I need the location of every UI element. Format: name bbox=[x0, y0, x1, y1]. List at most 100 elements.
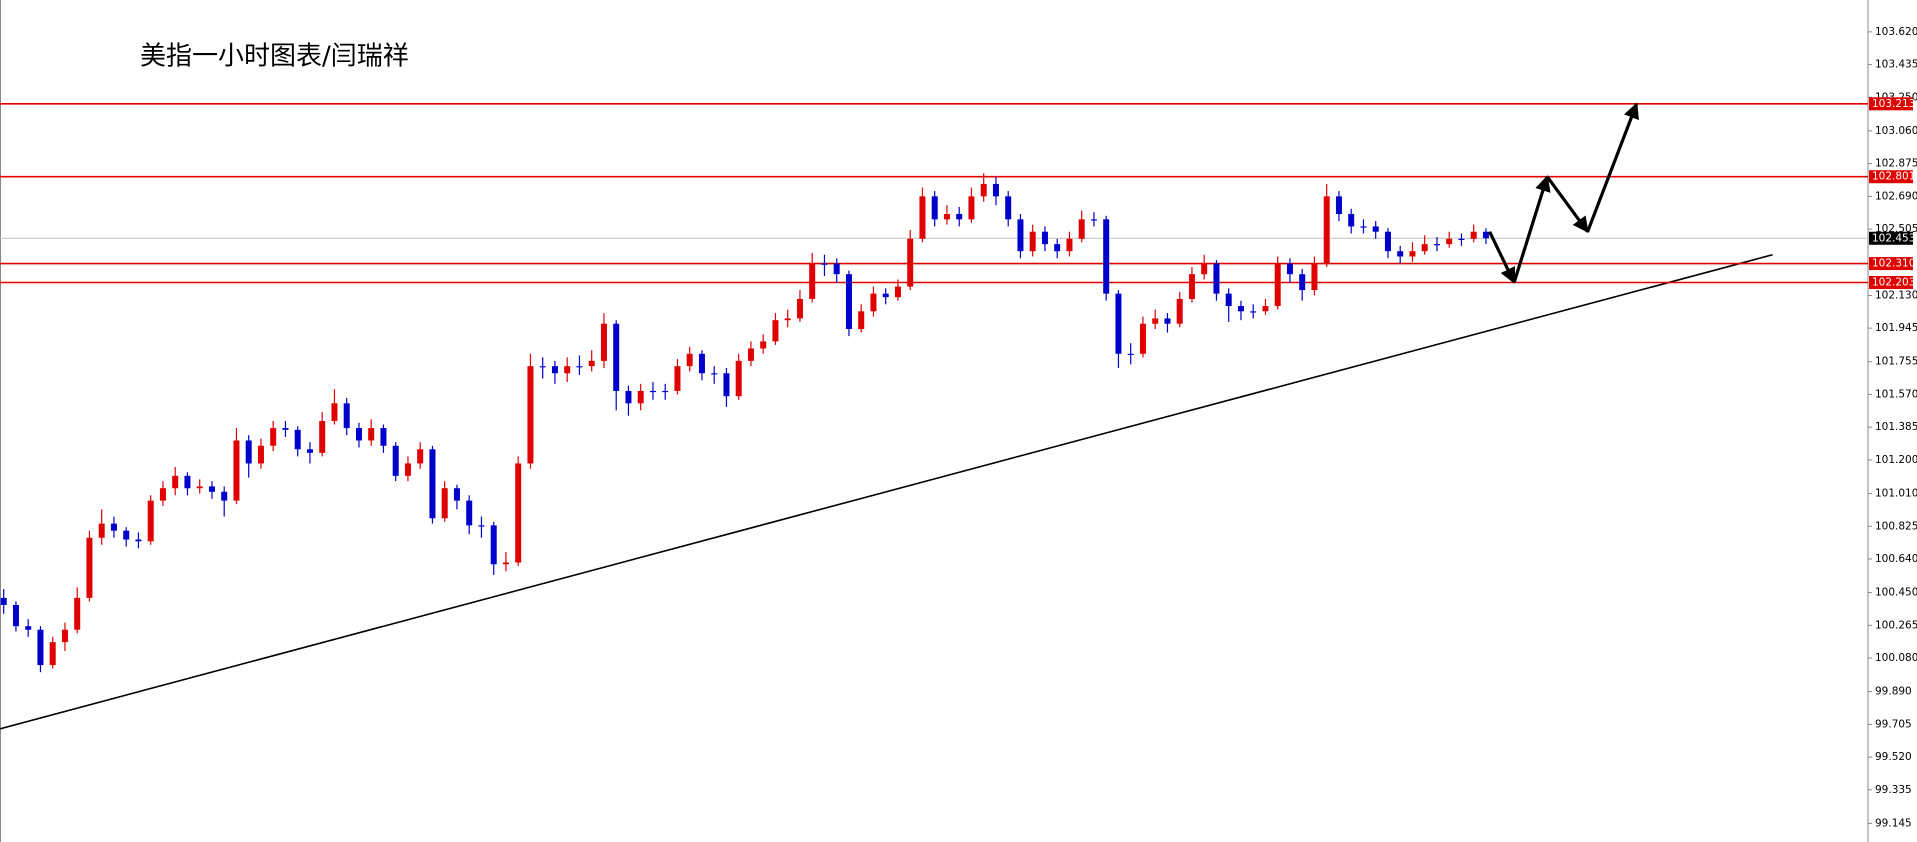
candle-body bbox=[282, 428, 289, 430]
projection-arrow bbox=[1545, 175, 1589, 234]
candle-body bbox=[12, 604, 19, 627]
candle-body bbox=[1188, 274, 1195, 299]
y-tick-label: 99.335 bbox=[1875, 784, 1912, 796]
candle-body bbox=[257, 445, 264, 464]
candle-body bbox=[1458, 238, 1465, 241]
candle-body bbox=[858, 311, 865, 330]
candle-body bbox=[1090, 219, 1097, 221]
candle-body bbox=[833, 263, 840, 275]
candle-body bbox=[1176, 298, 1183, 324]
candle-body bbox=[1041, 231, 1048, 245]
candle-body bbox=[159, 488, 166, 501]
candle-body bbox=[894, 286, 901, 298]
price-label-box bbox=[1869, 97, 1913, 111]
price-label-box bbox=[1869, 170, 1913, 184]
candle-body bbox=[1433, 244, 1440, 246]
candle-body bbox=[564, 366, 571, 374]
candle-body bbox=[686, 353, 693, 367]
candle-body bbox=[98, 523, 105, 538]
y-tick-label: 99.890 bbox=[1875, 686, 1912, 698]
candle-body bbox=[870, 293, 877, 312]
candle-body bbox=[1311, 263, 1318, 291]
candle-body bbox=[319, 421, 326, 453]
chart-title: 美指一小时图表/闫瑞祥 bbox=[140, 42, 409, 72]
y-tick-label: 99.520 bbox=[1875, 751, 1912, 763]
candle-body bbox=[809, 263, 816, 299]
candle-body bbox=[637, 390, 644, 404]
candle-body bbox=[1250, 311, 1257, 313]
candle-body bbox=[37, 629, 44, 666]
candle-body bbox=[1201, 263, 1208, 275]
candle-body bbox=[931, 196, 938, 220]
projection-arrow bbox=[1488, 231, 1516, 284]
candle-body bbox=[380, 428, 387, 446]
trendline bbox=[0, 253, 1773, 730]
candle-body bbox=[270, 428, 277, 446]
candle-body bbox=[502, 562, 509, 565]
y-tick-label: 101.570 bbox=[1875, 388, 1917, 400]
candle-body bbox=[1360, 226, 1367, 228]
candle-body bbox=[992, 183, 999, 197]
candle-body bbox=[1005, 196, 1012, 220]
candle-body bbox=[429, 449, 436, 519]
projection-arrow bbox=[1586, 102, 1639, 233]
candle-body bbox=[1078, 219, 1085, 239]
candle-body bbox=[674, 366, 681, 391]
candle-body bbox=[25, 626, 32, 630]
candle-body bbox=[355, 428, 362, 441]
candle-body bbox=[1262, 306, 1269, 312]
candle-body bbox=[172, 475, 179, 489]
candle-body bbox=[0, 597, 7, 605]
candle-body bbox=[1115, 293, 1122, 354]
candle-body bbox=[956, 214, 963, 220]
candle-body bbox=[417, 449, 424, 464]
y-tick-label: 101.200 bbox=[1875, 454, 1917, 466]
candle-body bbox=[1397, 251, 1404, 257]
candle-body bbox=[1127, 353, 1134, 355]
y-tick-label: 100.450 bbox=[1875, 587, 1917, 599]
candle-body bbox=[233, 440, 240, 501]
candle-body bbox=[649, 390, 656, 393]
candle-body bbox=[796, 298, 803, 319]
price-label: 102.310 bbox=[1872, 258, 1915, 270]
candle-body bbox=[1237, 306, 1244, 312]
candle-body bbox=[980, 183, 987, 197]
candle-body bbox=[245, 440, 252, 464]
price-label: 102.203 bbox=[1872, 276, 1915, 288]
y-tick-label: 102.875 bbox=[1875, 158, 1917, 170]
candle-body bbox=[1421, 244, 1428, 252]
y-tick-label: 100.080 bbox=[1875, 652, 1917, 664]
candle-body bbox=[613, 323, 620, 391]
y-tick-label: 102.690 bbox=[1875, 190, 1917, 202]
candle-body bbox=[662, 390, 669, 393]
y-tick-label: 103.060 bbox=[1875, 125, 1917, 137]
candle-body bbox=[515, 463, 522, 563]
candle-body bbox=[760, 341, 767, 349]
candle-body bbox=[539, 366, 546, 368]
price-label-box bbox=[1869, 275, 1913, 289]
candle-body bbox=[919, 196, 926, 239]
candle-body bbox=[723, 373, 730, 397]
candle-body bbox=[1348, 214, 1355, 227]
candle-body bbox=[625, 390, 632, 404]
y-tick-label: 103.435 bbox=[1875, 59, 1917, 71]
candle-body bbox=[1482, 231, 1489, 239]
y-tick-label: 101.945 bbox=[1875, 322, 1917, 334]
candle-body bbox=[404, 463, 411, 476]
candle-body bbox=[221, 491, 228, 501]
candle-body bbox=[1017, 219, 1024, 252]
price-label-box bbox=[1869, 257, 1913, 271]
candle-body bbox=[1029, 231, 1036, 252]
candle-body bbox=[1372, 226, 1379, 232]
candle-body bbox=[490, 525, 497, 565]
y-tick-label: 101.755 bbox=[1875, 356, 1917, 368]
candle-body bbox=[907, 238, 914, 287]
candle-body bbox=[368, 428, 375, 441]
candle-body bbox=[1323, 196, 1330, 264]
candle-body bbox=[1139, 323, 1146, 354]
candle-body bbox=[1103, 219, 1110, 294]
candle-body bbox=[49, 642, 56, 666]
candle-body bbox=[735, 360, 742, 397]
candle-body bbox=[943, 214, 950, 220]
